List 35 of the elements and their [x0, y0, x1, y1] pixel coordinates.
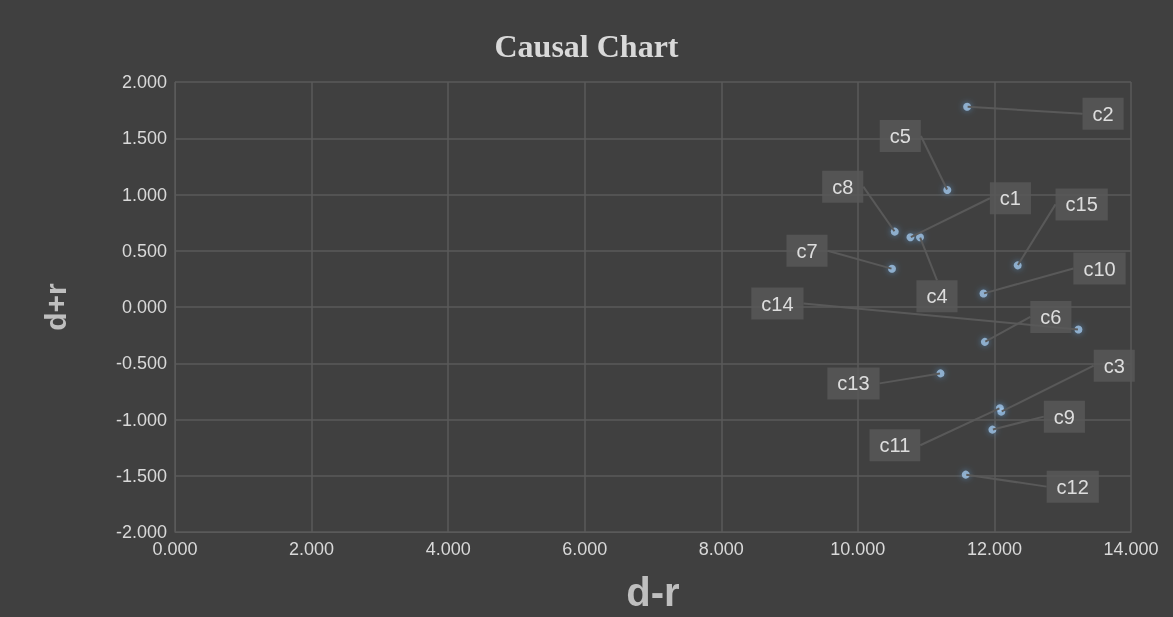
x-tick-label: 2.000: [289, 539, 335, 559]
y-tick-label: -1.500: [115, 465, 167, 486]
y-tick-label: 1.500: [121, 128, 167, 149]
annotation: c12: [1056, 475, 1089, 498]
annotation: c3: [1103, 354, 1125, 377]
annotation: c6: [1040, 305, 1062, 328]
annotation: c4: [926, 285, 948, 308]
y-tick-label: 1.000: [121, 184, 167, 205]
annotation: c13: [837, 372, 870, 395]
y-tick-label: 0.000: [121, 297, 167, 317]
annotation: c10: [1083, 257, 1116, 280]
y-tick-label: -2.000: [115, 522, 167, 542]
x-tick-label: 8.000: [698, 539, 744, 559]
x-tick-label: 4.000: [425, 539, 471, 559]
y-tick-label: 2.000: [121, 72, 167, 92]
annotation: c15: [1065, 193, 1098, 216]
x-tick-label: 12.000: [966, 539, 1022, 559]
annotation: c8: [832, 175, 854, 198]
y-tick-label: -0.500: [115, 353, 167, 374]
annotation: c7: [796, 239, 818, 262]
annotation: c14: [761, 292, 794, 315]
chart-title: Causal Chart: [494, 28, 679, 64]
annotation: c9: [1053, 405, 1075, 428]
y-tick-label: -1.000: [115, 409, 167, 430]
annotation: c2: [1092, 102, 1114, 125]
x-axis-title: d-r: [626, 570, 680, 614]
x-tick-label: 0.000: [152, 539, 198, 559]
annotation: c5: [889, 125, 911, 147]
annotation: c11: [879, 434, 911, 457]
y-axis-title: d+r: [38, 282, 72, 331]
y-tick-label: 0.500: [121, 240, 167, 261]
x-tick-label: 14.000: [1103, 539, 1159, 559]
x-tick-label: 10.000: [830, 539, 886, 559]
annotation: c1: [999, 187, 1021, 210]
x-tick-label: 6.000: [562, 539, 608, 559]
